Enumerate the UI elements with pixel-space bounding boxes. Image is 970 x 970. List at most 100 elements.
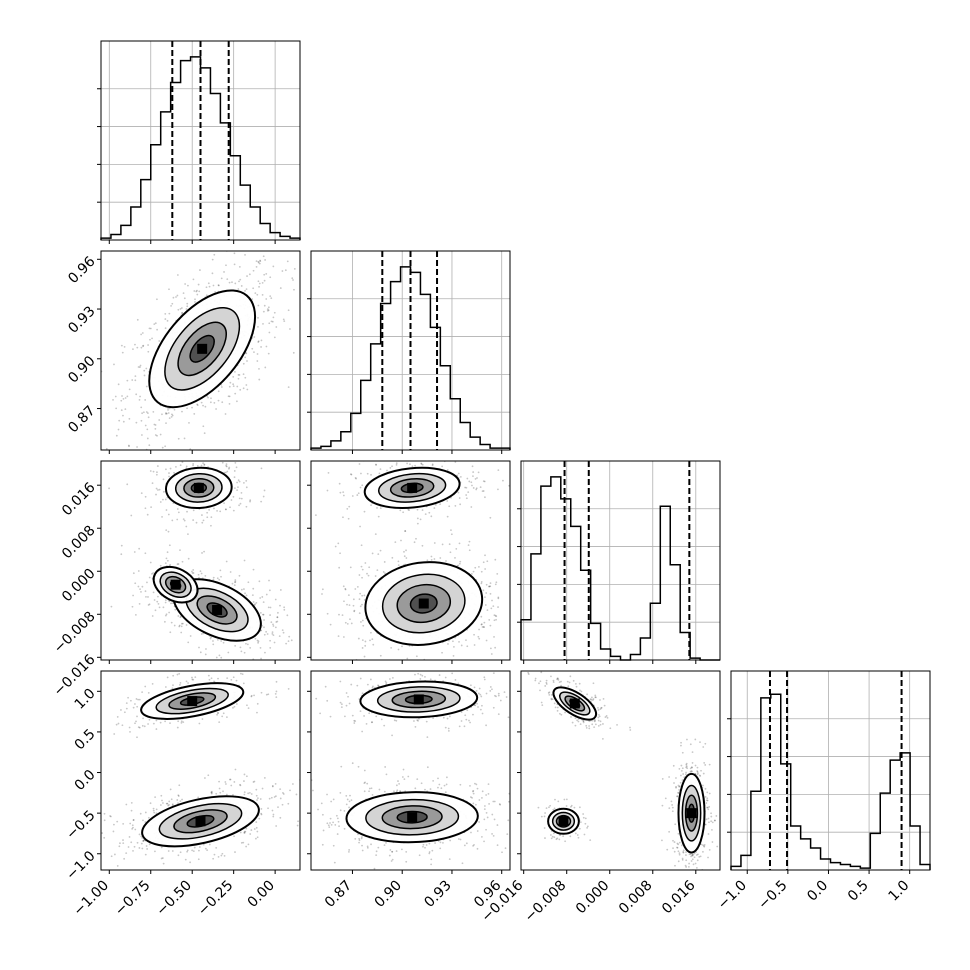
scatter-point [439, 847, 442, 850]
scatter-point [162, 606, 165, 609]
scatter-point [279, 797, 282, 800]
scatter-point [149, 338, 151, 341]
scatter-point [206, 849, 209, 852]
scatter-point [357, 765, 360, 768]
scatter-point [346, 508, 349, 510]
scatter-point [225, 783, 227, 785]
scatter-point [424, 675, 426, 678]
scatter-point [217, 712, 219, 714]
scatter-point [147, 350, 150, 353]
scatter-point [363, 715, 365, 717]
scatter-point [588, 720, 591, 723]
scatter-point [153, 323, 156, 326]
scatter-point [379, 549, 382, 552]
scatter-point [236, 244, 238, 246]
scatter-point [586, 693, 589, 696]
scatter-point [433, 507, 436, 509]
scatter-point [282, 631, 285, 634]
scatter-point [243, 832, 246, 834]
scatter-point [185, 624, 188, 626]
scatter-point [408, 662, 410, 664]
scatter-point [220, 277, 223, 280]
scatter-point [245, 594, 248, 597]
scatter-point [364, 562, 367, 564]
scatter-point [156, 328, 159, 331]
scatter-point [254, 292, 257, 295]
scatter-point [590, 698, 593, 701]
scatter-point [359, 592, 362, 595]
scatter-point [237, 377, 240, 380]
scatter-point [308, 820, 310, 822]
scatter-point [175, 296, 177, 298]
scatter-point [338, 825, 340, 828]
scatter-point [238, 497, 241, 500]
scatter-point [385, 773, 388, 776]
scatter-point [473, 633, 475, 636]
scatter-point [558, 712, 561, 715]
scatter-point [211, 258, 214, 261]
scatter-point [361, 730, 364, 733]
scatter-point [143, 725, 146, 728]
scatter-point [274, 782, 277, 785]
scatter-point [271, 631, 274, 634]
scatter-point [271, 632, 274, 635]
scatter-point [273, 311, 276, 314]
scatter-point [302, 674, 304, 676]
scatter-point [370, 473, 372, 476]
scatter-point [396, 789, 399, 792]
scatter-point [267, 807, 269, 810]
scatter-point [469, 721, 471, 724]
scatter-point [113, 733, 116, 735]
density-peak [170, 579, 181, 590]
scatter-point [306, 355, 308, 357]
scatter-point [229, 778, 231, 781]
scatter-point [556, 677, 559, 680]
scatter-point [212, 578, 215, 581]
scatter-point [120, 553, 123, 556]
scatter-point [207, 396, 209, 399]
scatter-point [481, 797, 483, 799]
scatter-point [594, 696, 597, 699]
scatter-point [257, 261, 260, 264]
scatter-point [339, 809, 342, 812]
scatter-point [201, 514, 203, 516]
scatter-point [152, 591, 155, 594]
scatter-point [205, 648, 207, 650]
scatter-point [420, 782, 423, 785]
scatter-point [447, 727, 450, 730]
scatter-point [454, 504, 457, 507]
scatter-point [466, 645, 469, 648]
scatter-point [208, 509, 211, 511]
panel-content [108, 461, 300, 660]
scatter-point [486, 609, 489, 612]
scatter-point [466, 443, 468, 445]
scatter-point [578, 682, 581, 685]
scatter-point [469, 684, 472, 687]
scatter-point [177, 854, 180, 857]
scatter-point [330, 800, 333, 803]
scatter-point [260, 346, 262, 348]
scatter-point [225, 560, 228, 563]
scatter-point [382, 571, 385, 573]
scatter-point [138, 547, 141, 550]
scatter-point [136, 715, 138, 718]
scatter-point [383, 790, 386, 793]
scatter-point [202, 462, 205, 465]
scatter-point [459, 838, 462, 841]
scatter-point [196, 403, 199, 406]
scatter-point [349, 618, 351, 621]
scatter-point [472, 570, 475, 573]
scatter-point [283, 606, 286, 609]
scatter-point [358, 841, 360, 844]
scatter-point [348, 806, 350, 809]
scatter-point [415, 878, 417, 880]
scatter-point [488, 619, 491, 621]
scatter-point [126, 395, 129, 398]
scatter-point [232, 247, 234, 249]
scatter-point [343, 715, 346, 718]
scatter-point [261, 787, 264, 790]
scatter-point [488, 585, 490, 588]
scatter-point [394, 541, 397, 544]
scatter-point [532, 603, 534, 605]
scatter-point [112, 830, 115, 833]
